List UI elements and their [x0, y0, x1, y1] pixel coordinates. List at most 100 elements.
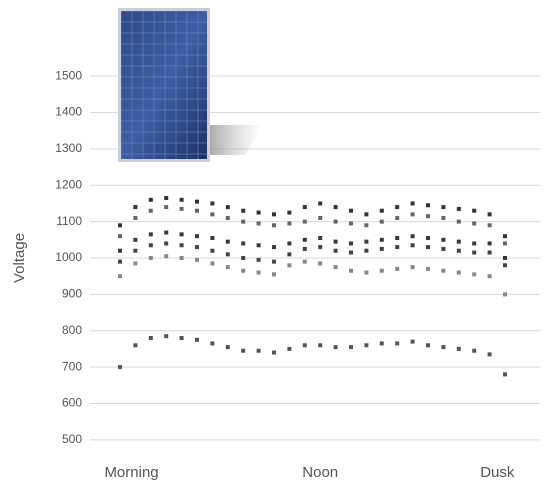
- data-point: [503, 372, 507, 377]
- data-point: [487, 223, 492, 228]
- data-point: [379, 219, 384, 224]
- data-point: [179, 232, 184, 237]
- data-point: [302, 205, 307, 210]
- data-point: [349, 221, 353, 226]
- data-point: [472, 348, 477, 353]
- data-point: [195, 245, 199, 250]
- y-tick-label: 700: [62, 359, 82, 373]
- x-tick-label: Noon: [302, 464, 338, 481]
- data-point: [225, 252, 230, 257]
- data-point: [441, 237, 446, 242]
- data-point: [241, 348, 246, 353]
- data-point: [225, 205, 230, 210]
- data-point: [364, 212, 369, 217]
- data-point: [256, 348, 261, 353]
- data-point: [179, 336, 184, 340]
- data-point: [256, 210, 261, 215]
- y-tick-label: 800: [62, 323, 82, 337]
- data-point: [456, 206, 461, 211]
- data-point: [179, 243, 184, 248]
- y-tick-label: 600: [62, 396, 82, 410]
- data-point: [272, 223, 276, 228]
- y-tick-label: 1400: [55, 105, 82, 119]
- data-point: [456, 270, 461, 275]
- data-point: [302, 219, 307, 224]
- y-tick-label: 500: [62, 432, 82, 446]
- data-point: [426, 203, 430, 208]
- data-point: [487, 241, 492, 246]
- data-point: [333, 248, 338, 253]
- data-point: [164, 254, 169, 259]
- data-point: [441, 268, 446, 273]
- data-point: [349, 345, 353, 350]
- data-point: [318, 201, 323, 206]
- data-point: [302, 237, 307, 242]
- data-point: [210, 261, 215, 266]
- data-point: [302, 259, 307, 264]
- y-tick-label: 1300: [55, 141, 82, 155]
- data-point: [395, 341, 400, 346]
- y-tick-label: 900: [62, 287, 82, 301]
- data-point: [441, 216, 446, 220]
- data-point: [395, 205, 400, 210]
- data-point: [472, 208, 477, 213]
- data-point: [410, 265, 415, 270]
- data-point: [503, 263, 507, 268]
- data-point: [379, 208, 384, 213]
- data-point: [487, 250, 492, 255]
- data-point: [318, 245, 323, 250]
- data-point: [210, 248, 215, 253]
- data-point: [195, 337, 199, 342]
- data-point: [318, 343, 323, 348]
- data-point: [164, 196, 169, 200]
- data-point: [503, 256, 507, 260]
- data-point: [503, 241, 507, 246]
- data-point: [241, 256, 246, 260]
- data-point: [287, 210, 292, 215]
- data-point: [364, 223, 369, 228]
- data-point: [410, 212, 415, 217]
- data-point: [148, 197, 153, 202]
- data-point: [318, 236, 323, 240]
- data-point: [395, 236, 400, 240]
- data-point: [503, 292, 507, 297]
- data-point: [472, 272, 477, 277]
- data-point: [364, 248, 369, 253]
- data-point: [133, 261, 138, 266]
- y-tick-label: 1500: [55, 68, 82, 82]
- data-point: [503, 234, 507, 239]
- data-point: [195, 257, 199, 262]
- data-point: [210, 236, 215, 240]
- data-point: [379, 341, 384, 346]
- data-point: [472, 250, 477, 255]
- data-point: [426, 343, 430, 348]
- solar-panel-image: [118, 8, 262, 162]
- data-point: [395, 245, 400, 250]
- data-point: [210, 201, 215, 206]
- data-point: [133, 248, 138, 253]
- data-point: [256, 257, 261, 262]
- data-point: [472, 221, 477, 226]
- data-point: [133, 343, 138, 348]
- data-point: [472, 241, 477, 246]
- data-point: [395, 216, 400, 220]
- data-point: [148, 256, 153, 260]
- data-point: [379, 246, 384, 251]
- data-point: [241, 268, 246, 273]
- data-point: [148, 208, 153, 213]
- data-point: [195, 199, 199, 204]
- data-point: [379, 237, 384, 242]
- data-point: [256, 270, 261, 275]
- data-point: [349, 241, 353, 246]
- data-point: [302, 343, 307, 348]
- data-point: [364, 270, 369, 275]
- data-point: [225, 216, 230, 220]
- data-point: [272, 350, 276, 355]
- data-point: [456, 219, 461, 224]
- data-point: [133, 205, 138, 210]
- data-point: [210, 212, 215, 217]
- data-point: [164, 334, 169, 339]
- x-tick-label: Morning: [104, 464, 158, 481]
- data-point: [333, 239, 338, 244]
- data-point: [210, 341, 215, 346]
